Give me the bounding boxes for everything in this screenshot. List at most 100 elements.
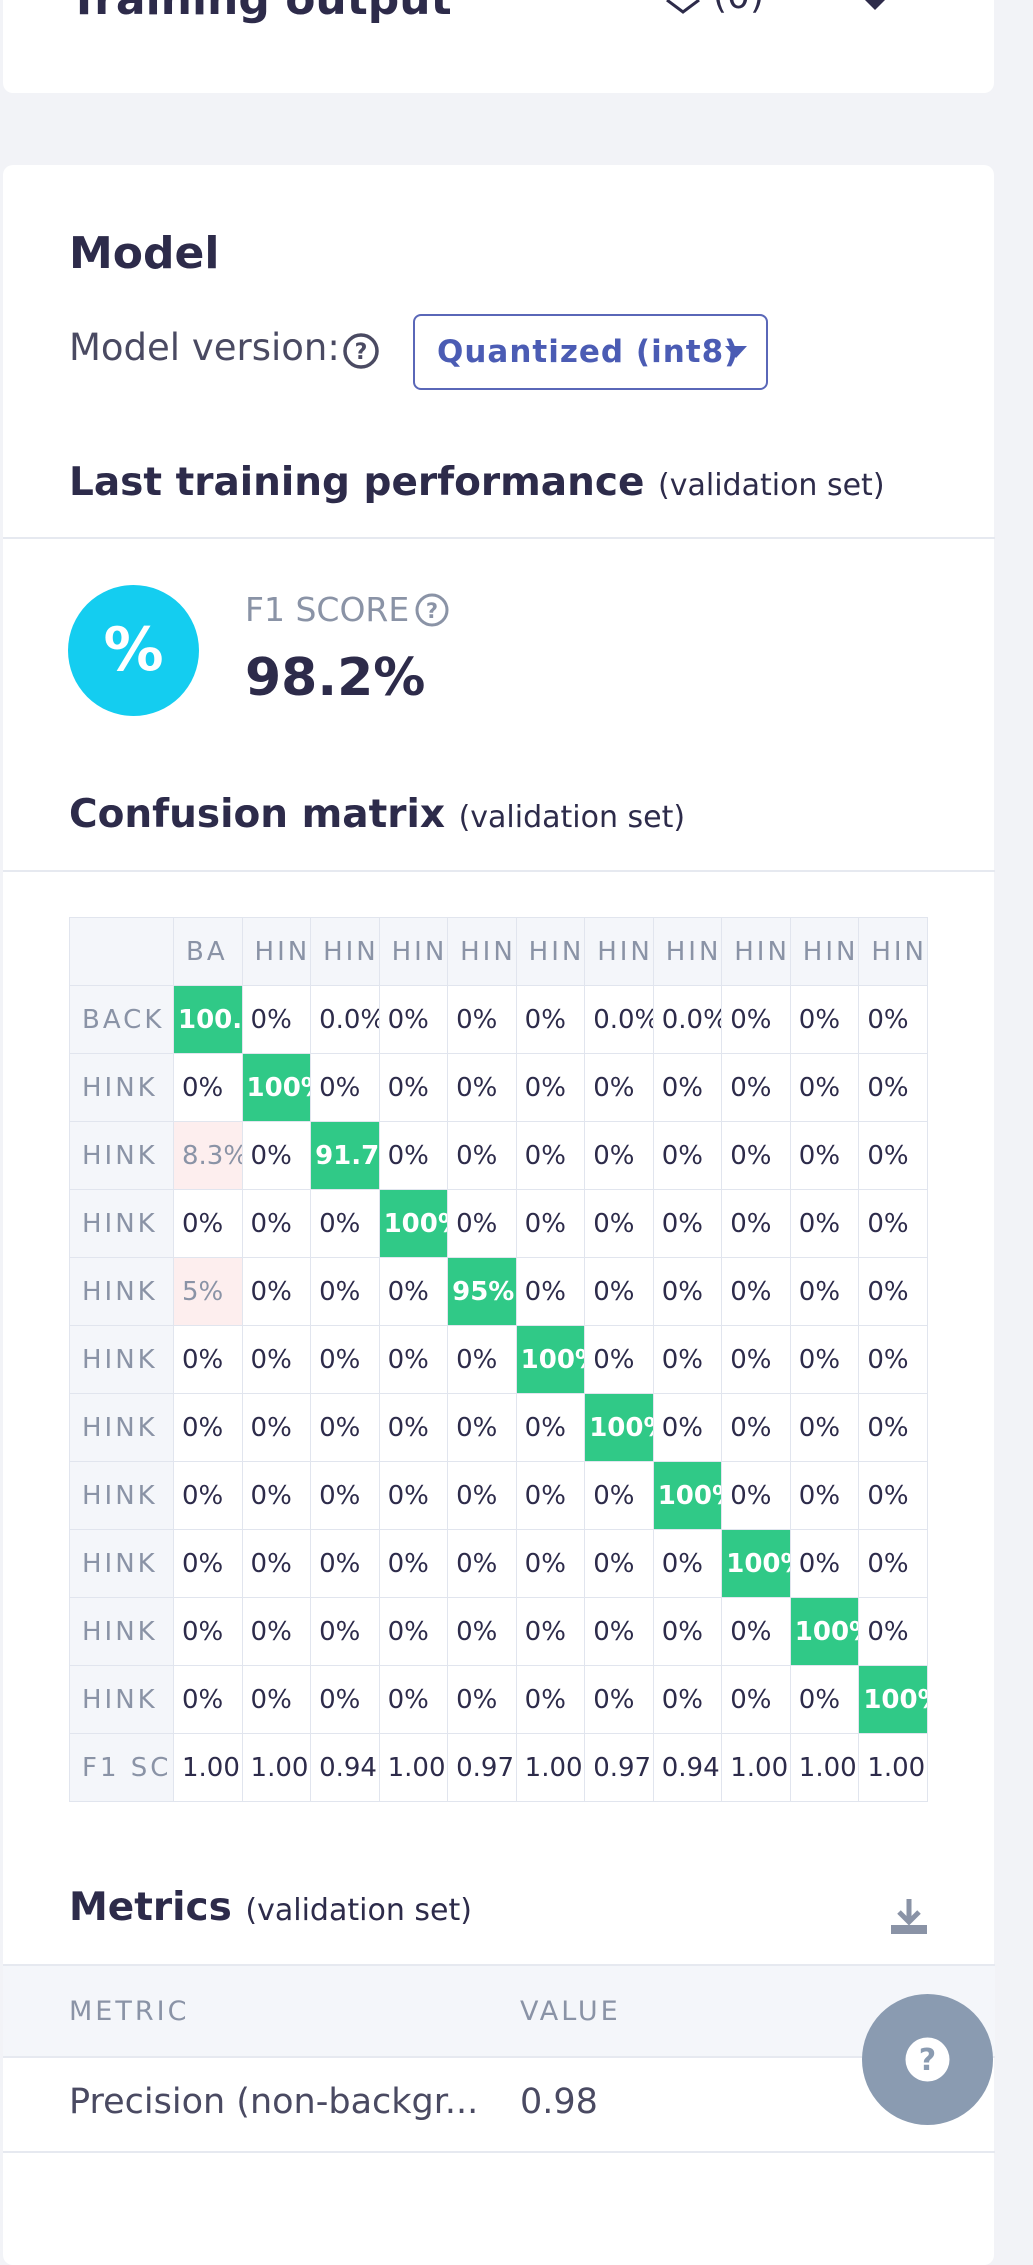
matrix-cell: 0%: [652, 1189, 723, 1258]
matrix-cell: 0%: [858, 1189, 928, 1258]
matrix-cell: 0%: [858, 1393, 928, 1462]
column-header: HIN: [584, 917, 654, 986]
matrix-cell: 0%: [241, 1325, 312, 1394]
f1-cell: 1.00: [173, 1733, 243, 1802]
confusion-matrix: BA HIN HIN HIN HIN HIN HIN HIN HIN HIN HIN BACK 100.…: [69, 917, 928, 1802]
matrix-cell: 100%: [378, 1189, 449, 1258]
metrics-header: METRIC VALUE: [3, 1964, 995, 2058]
matrix-cell: 0%: [447, 985, 517, 1054]
matrix-cell: 0%: [241, 985, 312, 1054]
matrix-cell: 0%: [584, 1529, 654, 1598]
score-label: F1 SCORE: [245, 590, 410, 629]
help-icon[interactable]: ?: [342, 332, 380, 370]
model-title: Model: [69, 228, 220, 279]
matrix-cell: 0%: [310, 1393, 380, 1462]
row-label: HINK: [69, 1121, 174, 1190]
column-header: HIN: [789, 917, 860, 986]
matrix-cell: 0%: [241, 1461, 312, 1530]
matrix-cell: 0%: [173, 1325, 243, 1394]
f1-cell: 1.00: [721, 1733, 791, 1802]
row-label: HINK: [69, 1325, 174, 1394]
f1-cell: 0.94: [310, 1733, 380, 1802]
score-value: 98.2%: [245, 648, 426, 708]
matrix-cell: 0%: [515, 1121, 586, 1190]
score-help-icon[interactable]: ?: [414, 592, 450, 628]
matrix-cell: 0%: [173, 1189, 243, 1258]
column-header: HIN: [721, 917, 791, 986]
matrix-cell: 0%: [721, 1257, 791, 1326]
matrix-cell: 0%: [515, 1529, 586, 1598]
matrix-cell: 0.0%: [584, 985, 654, 1054]
score-icon: %: [68, 585, 199, 716]
matrix-cell: 0%: [652, 1665, 723, 1734]
matrix-cell: 0%: [241, 1597, 312, 1666]
matrix-cell: 0%: [515, 1597, 586, 1666]
matrix-cell: 0%: [652, 1597, 723, 1666]
matrix-cell: 0%: [789, 1121, 860, 1190]
matrix-cell: 0%: [310, 1461, 380, 1530]
matrix-cell: 0%: [447, 1529, 517, 1598]
matrix-cell: 0%: [584, 1053, 654, 1122]
matrix-cell: 0%: [858, 1529, 928, 1598]
column-header: [69, 917, 174, 986]
matrix-cell: 0%: [721, 1325, 791, 1394]
f1-cell: 0.97: [584, 1733, 654, 1802]
matrix-cell: 0%: [310, 1665, 380, 1734]
row-label: HINK: [69, 1393, 174, 1462]
matrix-cell: 0%: [515, 1257, 586, 1326]
matrix-cell: 0%: [241, 1189, 312, 1258]
row-label: HINK: [69, 1189, 174, 1258]
help-button[interactable]: ?: [862, 1994, 993, 2125]
matrix-cell: 100%: [858, 1665, 928, 1734]
download-icon[interactable]: [888, 1895, 930, 1937]
metrics-subtitle: (validation set): [245, 1893, 472, 1928]
matrix-cell: 0%: [310, 1053, 380, 1122]
row-label: F1 SC: [69, 1733, 174, 1802]
notification-count[interactable]: (0): [713, 0, 764, 17]
matrix-cell: 0%: [789, 1325, 860, 1394]
dropdown-arrow: [725, 346, 747, 358]
version-label: Model version:: [69, 326, 340, 369]
performance-title-text: Last training performance: [69, 460, 645, 505]
matrix-cell: 0%: [515, 1665, 586, 1734]
help-button-icon: ?: [905, 2037, 950, 2082]
matrix-cell: 0%: [721, 1393, 791, 1462]
column-header: BA: [173, 917, 243, 986]
matrix-cell: 95%: [447, 1257, 517, 1326]
matrix-cell: 0.0%: [310, 985, 380, 1054]
matrix-cell: 0%: [378, 1121, 449, 1190]
matrix-cell: 0%: [721, 1189, 791, 1258]
matrix-cell: 0.0%: [652, 985, 723, 1054]
matrix-cell: 0%: [310, 1597, 380, 1666]
matrix-cell: 0%: [241, 1529, 312, 1598]
matrix-cell: 0%: [378, 1257, 449, 1326]
matrix-cell: 0%: [652, 1053, 723, 1122]
matrix-cell: 0%: [241, 1121, 312, 1190]
matrix-cell: 0%: [721, 1597, 791, 1666]
version-dropdown[interactable]: Quantized (int8): [413, 314, 768, 390]
chevron-icon[interactable]: [863, 0, 887, 12]
confusion-subtitle: (validation set): [458, 800, 686, 835]
metrics-title-text: Metrics: [69, 1885, 232, 1930]
matrix-cell: 5%: [173, 1257, 243, 1326]
matrix-cell: 0%: [858, 1461, 928, 1530]
matrix-cell: 0%: [584, 1257, 654, 1326]
divider: [3, 2151, 995, 2153]
matrix-cell: 0%: [584, 1461, 654, 1530]
metric-value: 0.98: [520, 2082, 598, 2122]
column-header: HIN: [447, 917, 517, 986]
matrix-cell: 0%: [652, 1257, 723, 1326]
f1-cell: 1.00: [858, 1733, 928, 1802]
matrix-cell: 0%: [789, 1393, 860, 1462]
matrix-cell: 0%: [652, 1529, 723, 1598]
matrix-cell: 100%: [515, 1325, 586, 1394]
matrix-cell: 0%: [584, 1121, 654, 1190]
matrix-cell: 0%: [858, 1257, 928, 1326]
f1-cell: 1.00: [378, 1733, 449, 1802]
matrix-cell: 0%: [447, 1325, 517, 1394]
